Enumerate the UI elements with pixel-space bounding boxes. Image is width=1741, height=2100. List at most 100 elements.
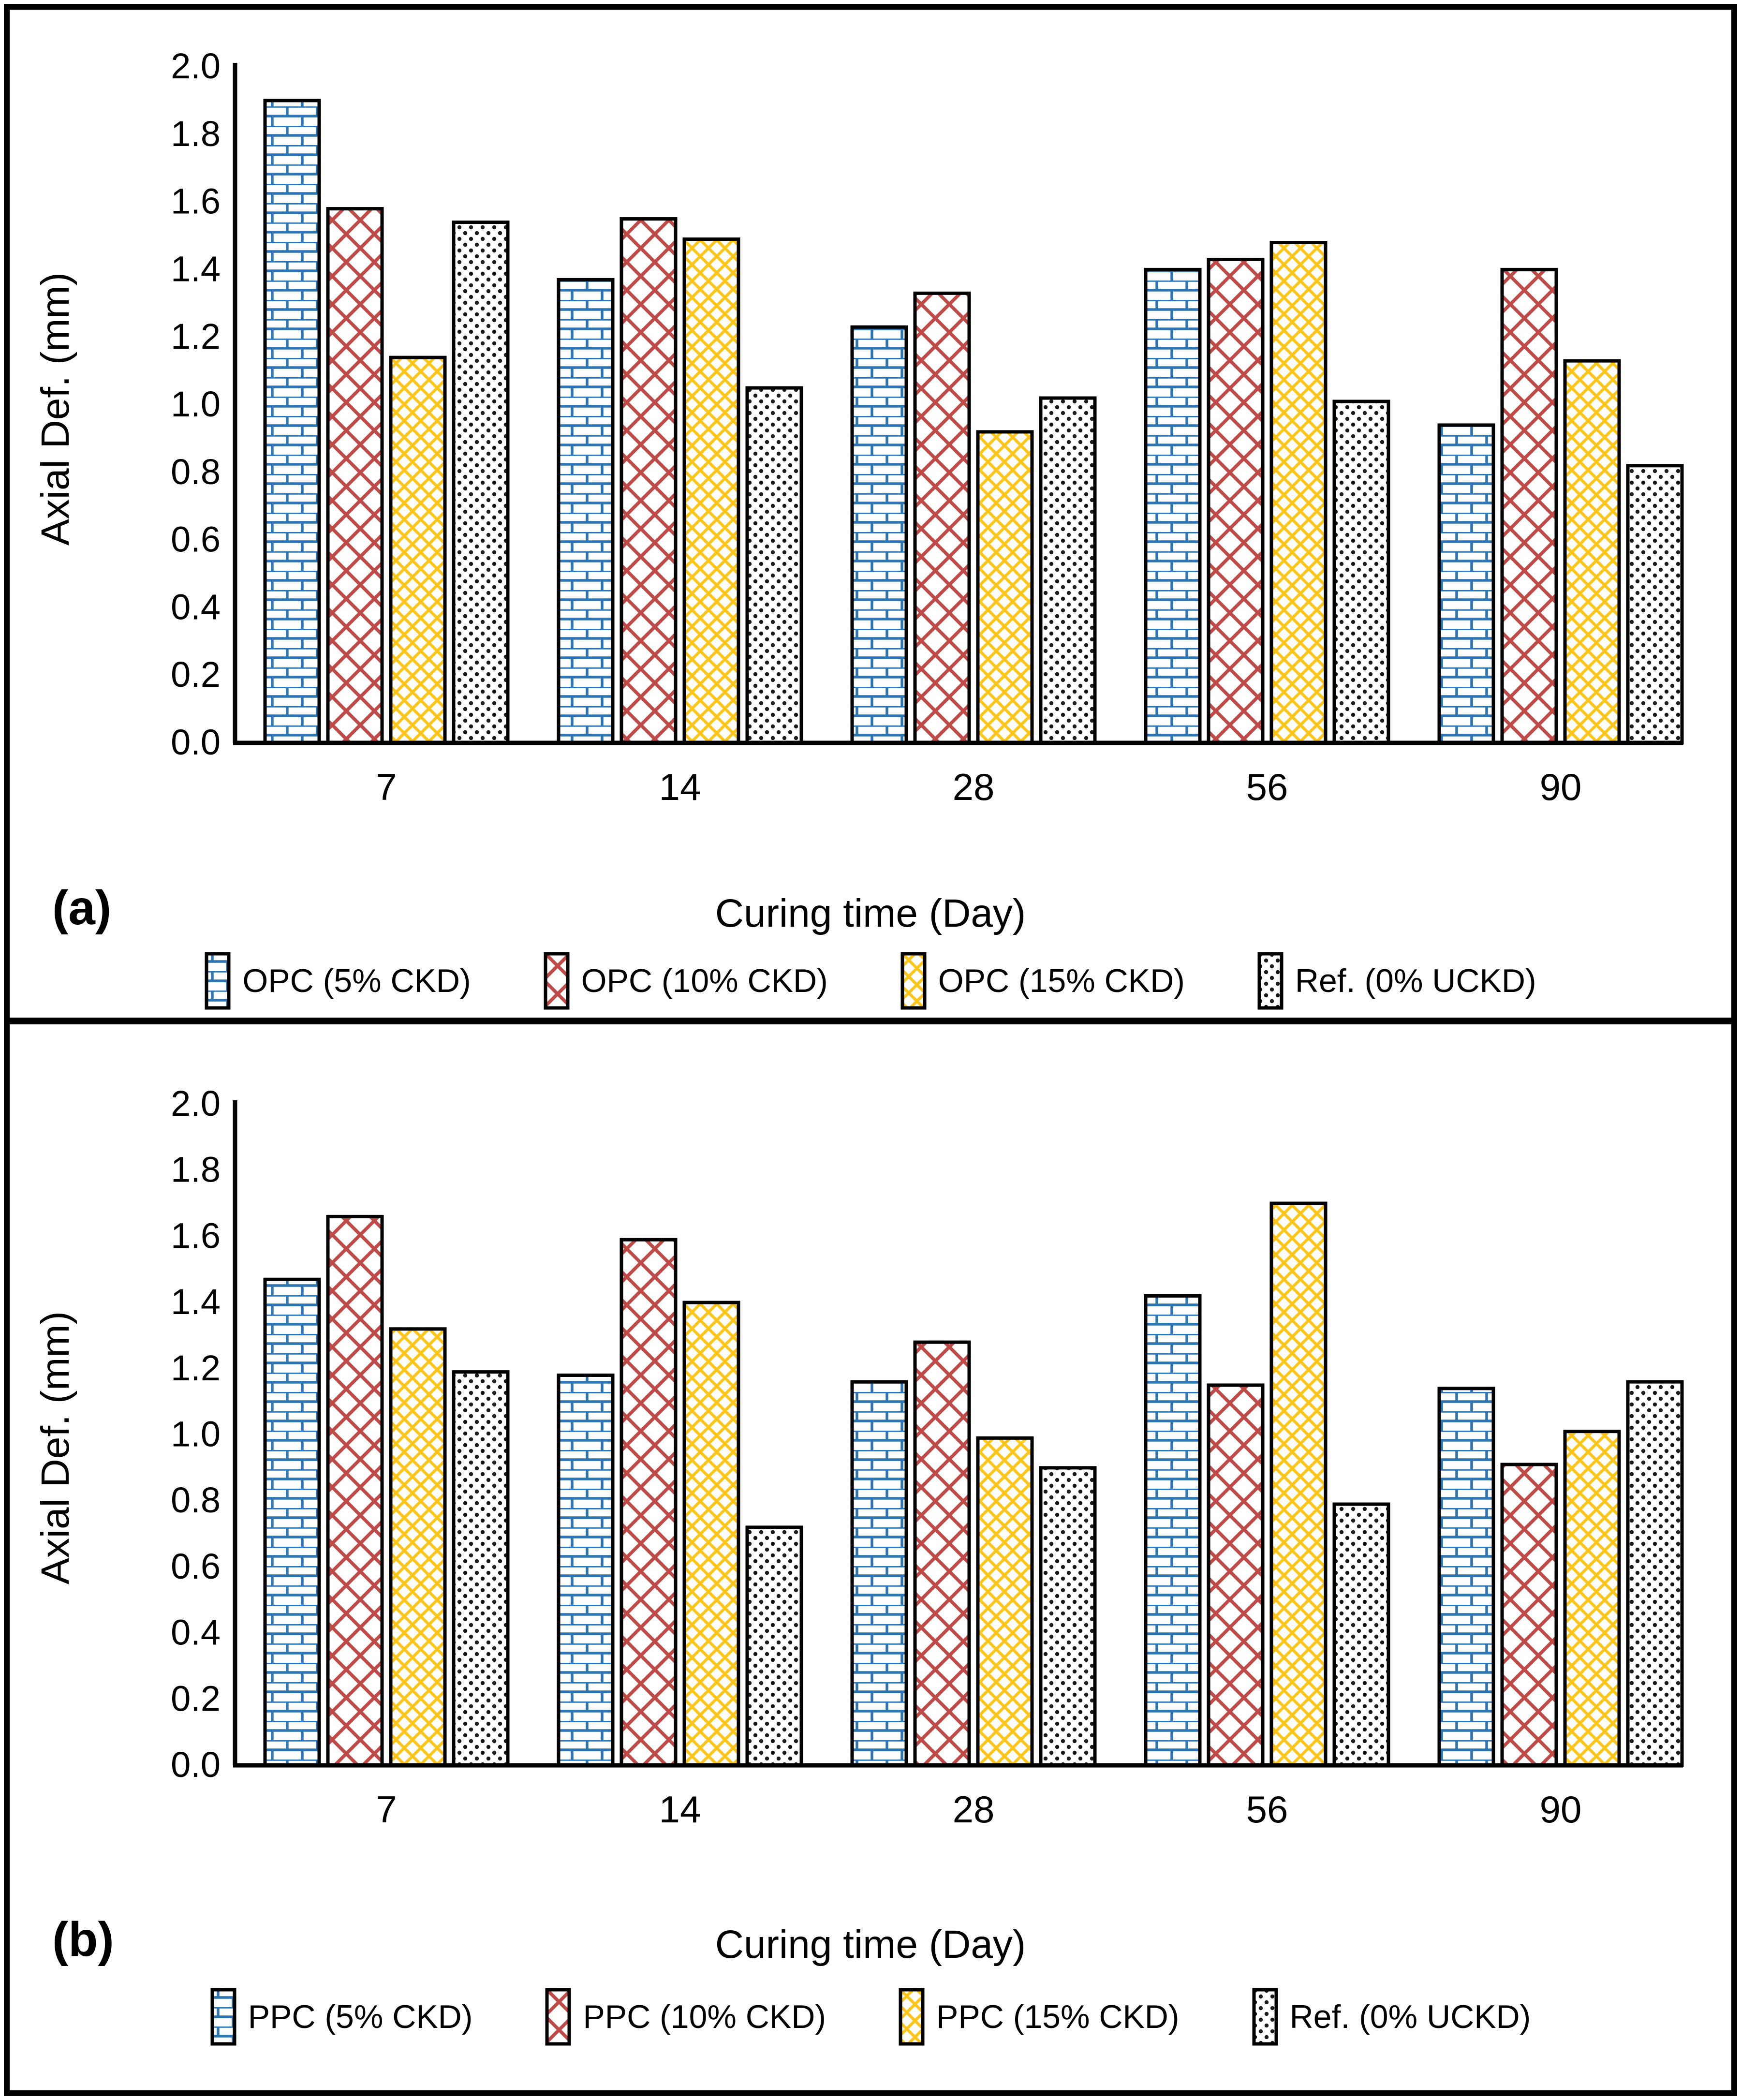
y-tick-label-0.6: 0.6: [171, 1546, 221, 1586]
bar-b-day14-ref-0-uckd: [745, 1525, 803, 1767]
bar-b-day28-ppc-5-ckd: [850, 1380, 908, 1767]
bar-b-day56-ppc-5-ckd: [1144, 1294, 1202, 1767]
bar-a-day28-opc-10-ckd: [913, 291, 971, 745]
bar-b-day90-ppc-15-ckd: [1563, 1430, 1621, 1767]
y-tick-label-0.0: 0.0: [171, 1745, 221, 1785]
y-tick-label-0.8: 0.8: [171, 1480, 221, 1520]
y-axis-title-a: Axial Def. (mm): [29, 63, 82, 754]
bar-a-day7-opc-15-ckd: [389, 355, 447, 745]
y-tick-label-2.0: 2.0: [171, 1083, 221, 1124]
bar-a-day28-opc-5-ckd: [850, 325, 908, 745]
x-tick-label-90: 90: [1540, 1788, 1582, 1831]
y-axis-title-b: Axial Def. (mm): [29, 1102, 82, 1793]
bar-b-day7-ref-0-uckd: [452, 1370, 510, 1767]
bar-a-day7-opc-5-ckd: [263, 99, 321, 745]
chart-a-plot: 2.0 1.8 1.6 1.4 1.2 1.0 0.8 0.6 0.4 0.2 0.0 7 14 28 56…: [171, 46, 1684, 808]
bar-b-day28-ppc-10-ckd: [913, 1340, 971, 1767]
legend-label: OPC (10% CKD): [581, 962, 828, 999]
bar-a-day14-ref-0-uckd: [745, 386, 803, 745]
y-tick-label-1.0: 1.0: [171, 1414, 221, 1454]
legend-item-ppc-5-ckd: PPC (5% CKD): [210, 1988, 473, 2046]
y-tick-label-1.6: 1.6: [171, 181, 221, 222]
x-tick-label-90: 90: [1540, 766, 1582, 808]
bar-a-day90-opc-15-ckd: [1563, 359, 1621, 745]
bar-b-day28-ref-0-uckd: [1039, 1466, 1097, 1767]
y-axis-title-text: Axial Def. (mm): [33, 1311, 77, 1584]
chart-b-plot: 2.0 1.8 1.6 1.4 1.2 1.0 0.8 0.6 0.4 0.2 0.0 7 14 28 56…: [171, 1083, 1684, 1831]
bar-b-day56-ppc-15-ckd: [1269, 1201, 1328, 1767]
bar-a-day56-opc-5-ckd: [1144, 267, 1202, 745]
y-tick-label-1.4: 1.4: [171, 249, 221, 289]
bar-a-day28-ref-0-uckd: [1039, 396, 1097, 745]
x-tick-label-28: 28: [953, 1788, 995, 1831]
legend-label: OPC (15% CKD): [938, 962, 1185, 999]
legend-item-opc-15-ckd: OPC (15% CKD): [900, 952, 1185, 1010]
y-tick-label-0.8: 0.8: [171, 452, 221, 492]
bar-b-day56-ref-0-uckd: [1332, 1502, 1390, 1767]
bar-a-day90-opc-5-ckd: [1437, 423, 1495, 745]
y-tick-label-2.0: 2.0: [171, 46, 221, 86]
legend-label: PPC (10% CKD): [583, 1998, 826, 2035]
legend-label: PPC (15% CKD): [936, 1998, 1180, 2035]
y-tick-label-0.4: 0.4: [171, 1612, 221, 1653]
bar-a-day56-opc-15-ckd: [1269, 240, 1328, 745]
legend-swatch-opc-10-ckd: [544, 952, 570, 1010]
legend-swatch-ref-0-uckd: [1252, 1988, 1278, 2046]
y-tick-label-1.2: 1.2: [171, 1348, 221, 1388]
bar-a-day56-ref-0-uckd: [1332, 399, 1390, 745]
bar-a-day14-opc-15-ckd: [682, 237, 740, 745]
bar-a-day7-opc-10-ckd: [326, 207, 384, 745]
bar-b-day7-ppc-5-ckd: [263, 1277, 321, 1767]
x-tick-label-56: 56: [1246, 766, 1288, 808]
panel-a: 2.0 1.8 1.6 1.4 1.2 1.0 0.8 0.6 0.4 0.2 0.0 7 14 28 56…: [10, 10, 1731, 1018]
bar-b-day28-ppc-15-ckd: [976, 1436, 1034, 1767]
legend-swatch-ref-0-uckd: [1257, 952, 1284, 1010]
bar-a-day90-opc-10-ckd: [1500, 267, 1558, 745]
bar-b-day7-ppc-15-ckd: [389, 1327, 447, 1767]
legend-label: OPC (5% CKD): [242, 962, 471, 999]
bar-a-day14-opc-5-ckd: [557, 278, 615, 745]
x-tick-label-56: 56: [1246, 1788, 1288, 1831]
bar-b-day56-ppc-10-ckd: [1207, 1383, 1265, 1767]
legend-item-ref-0-uckd: Ref. (0% UCKD): [1257, 952, 1536, 1010]
y-tick-label-0.2: 0.2: [171, 654, 221, 695]
legend-swatch-opc-5-ckd: [205, 952, 231, 1010]
x-axis-title-a: Curing time (Day): [715, 891, 1026, 935]
bar-b-day14-ppc-10-ckd: [620, 1238, 678, 1767]
legend-label: PPC (5% CKD): [248, 1998, 473, 2035]
y-axis-title-text: Axial Def. (mm): [33, 272, 77, 546]
y-tick-label-1.8: 1.8: [171, 114, 221, 154]
x-tick-label-7: 7: [376, 1788, 397, 1831]
bar-b-day14-ppc-15-ckd: [682, 1301, 740, 1767]
y-tick-label-0.2: 0.2: [171, 1678, 221, 1718]
legend-swatch-ppc-10-ckd: [545, 1988, 571, 2046]
bar-b-day90-ref-0-uckd: [1626, 1380, 1684, 1767]
y-tick-label-1.2: 1.2: [171, 316, 221, 356]
x-tick-label-7: 7: [376, 766, 397, 808]
x-tick-label-14: 14: [659, 766, 701, 808]
legend-item-opc-5-ckd: OPC (5% CKD): [205, 952, 471, 1010]
legend-a: OPC (5% CKD) OPC (10% CKD) OPC (15% CKD) Re…: [10, 952, 1731, 1010]
legend-label: Ref. (0% UCKD): [1295, 962, 1536, 999]
bar-b-day90-ppc-10-ckd: [1500, 1463, 1558, 1767]
bar-b-day90-ppc-5-ckd: [1437, 1387, 1495, 1767]
y-tick-label-0.6: 0.6: [171, 519, 221, 560]
bar-a-day14-opc-10-ckd: [620, 217, 678, 745]
bar-a-day28-opc-15-ckd: [976, 430, 1034, 745]
y-tick-label-1.6: 1.6: [171, 1215, 221, 1256]
bar-b-day14-ppc-5-ckd: [557, 1373, 615, 1767]
x-tick-label-28: 28: [953, 766, 995, 808]
y-tick-label-1.0: 1.0: [171, 384, 221, 424]
y-tick-label-1.8: 1.8: [171, 1150, 221, 1190]
legend-swatch-opc-15-ckd: [900, 952, 927, 1010]
panel-letter-a: (a): [52, 881, 112, 935]
x-tick-label-14: 14: [659, 1788, 701, 1831]
legend-swatch-ppc-5-ckd: [210, 1988, 236, 2046]
legend-item-ppc-10-ckd: PPC (10% CKD): [545, 1988, 826, 2046]
legend-item-ref-0-uckd: Ref. (0% UCKD): [1252, 1988, 1531, 2046]
legend-label: Ref. (0% UCKD): [1289, 1998, 1531, 2035]
legend-b: PPC (5% CKD) PPC (10% CKD) PPC (15% CKD) Re…: [10, 1988, 1731, 2046]
legend-item-ppc-15-ckd: PPC (15% CKD): [899, 1988, 1180, 2046]
bar-a-day7-ref-0-uckd: [452, 221, 510, 745]
